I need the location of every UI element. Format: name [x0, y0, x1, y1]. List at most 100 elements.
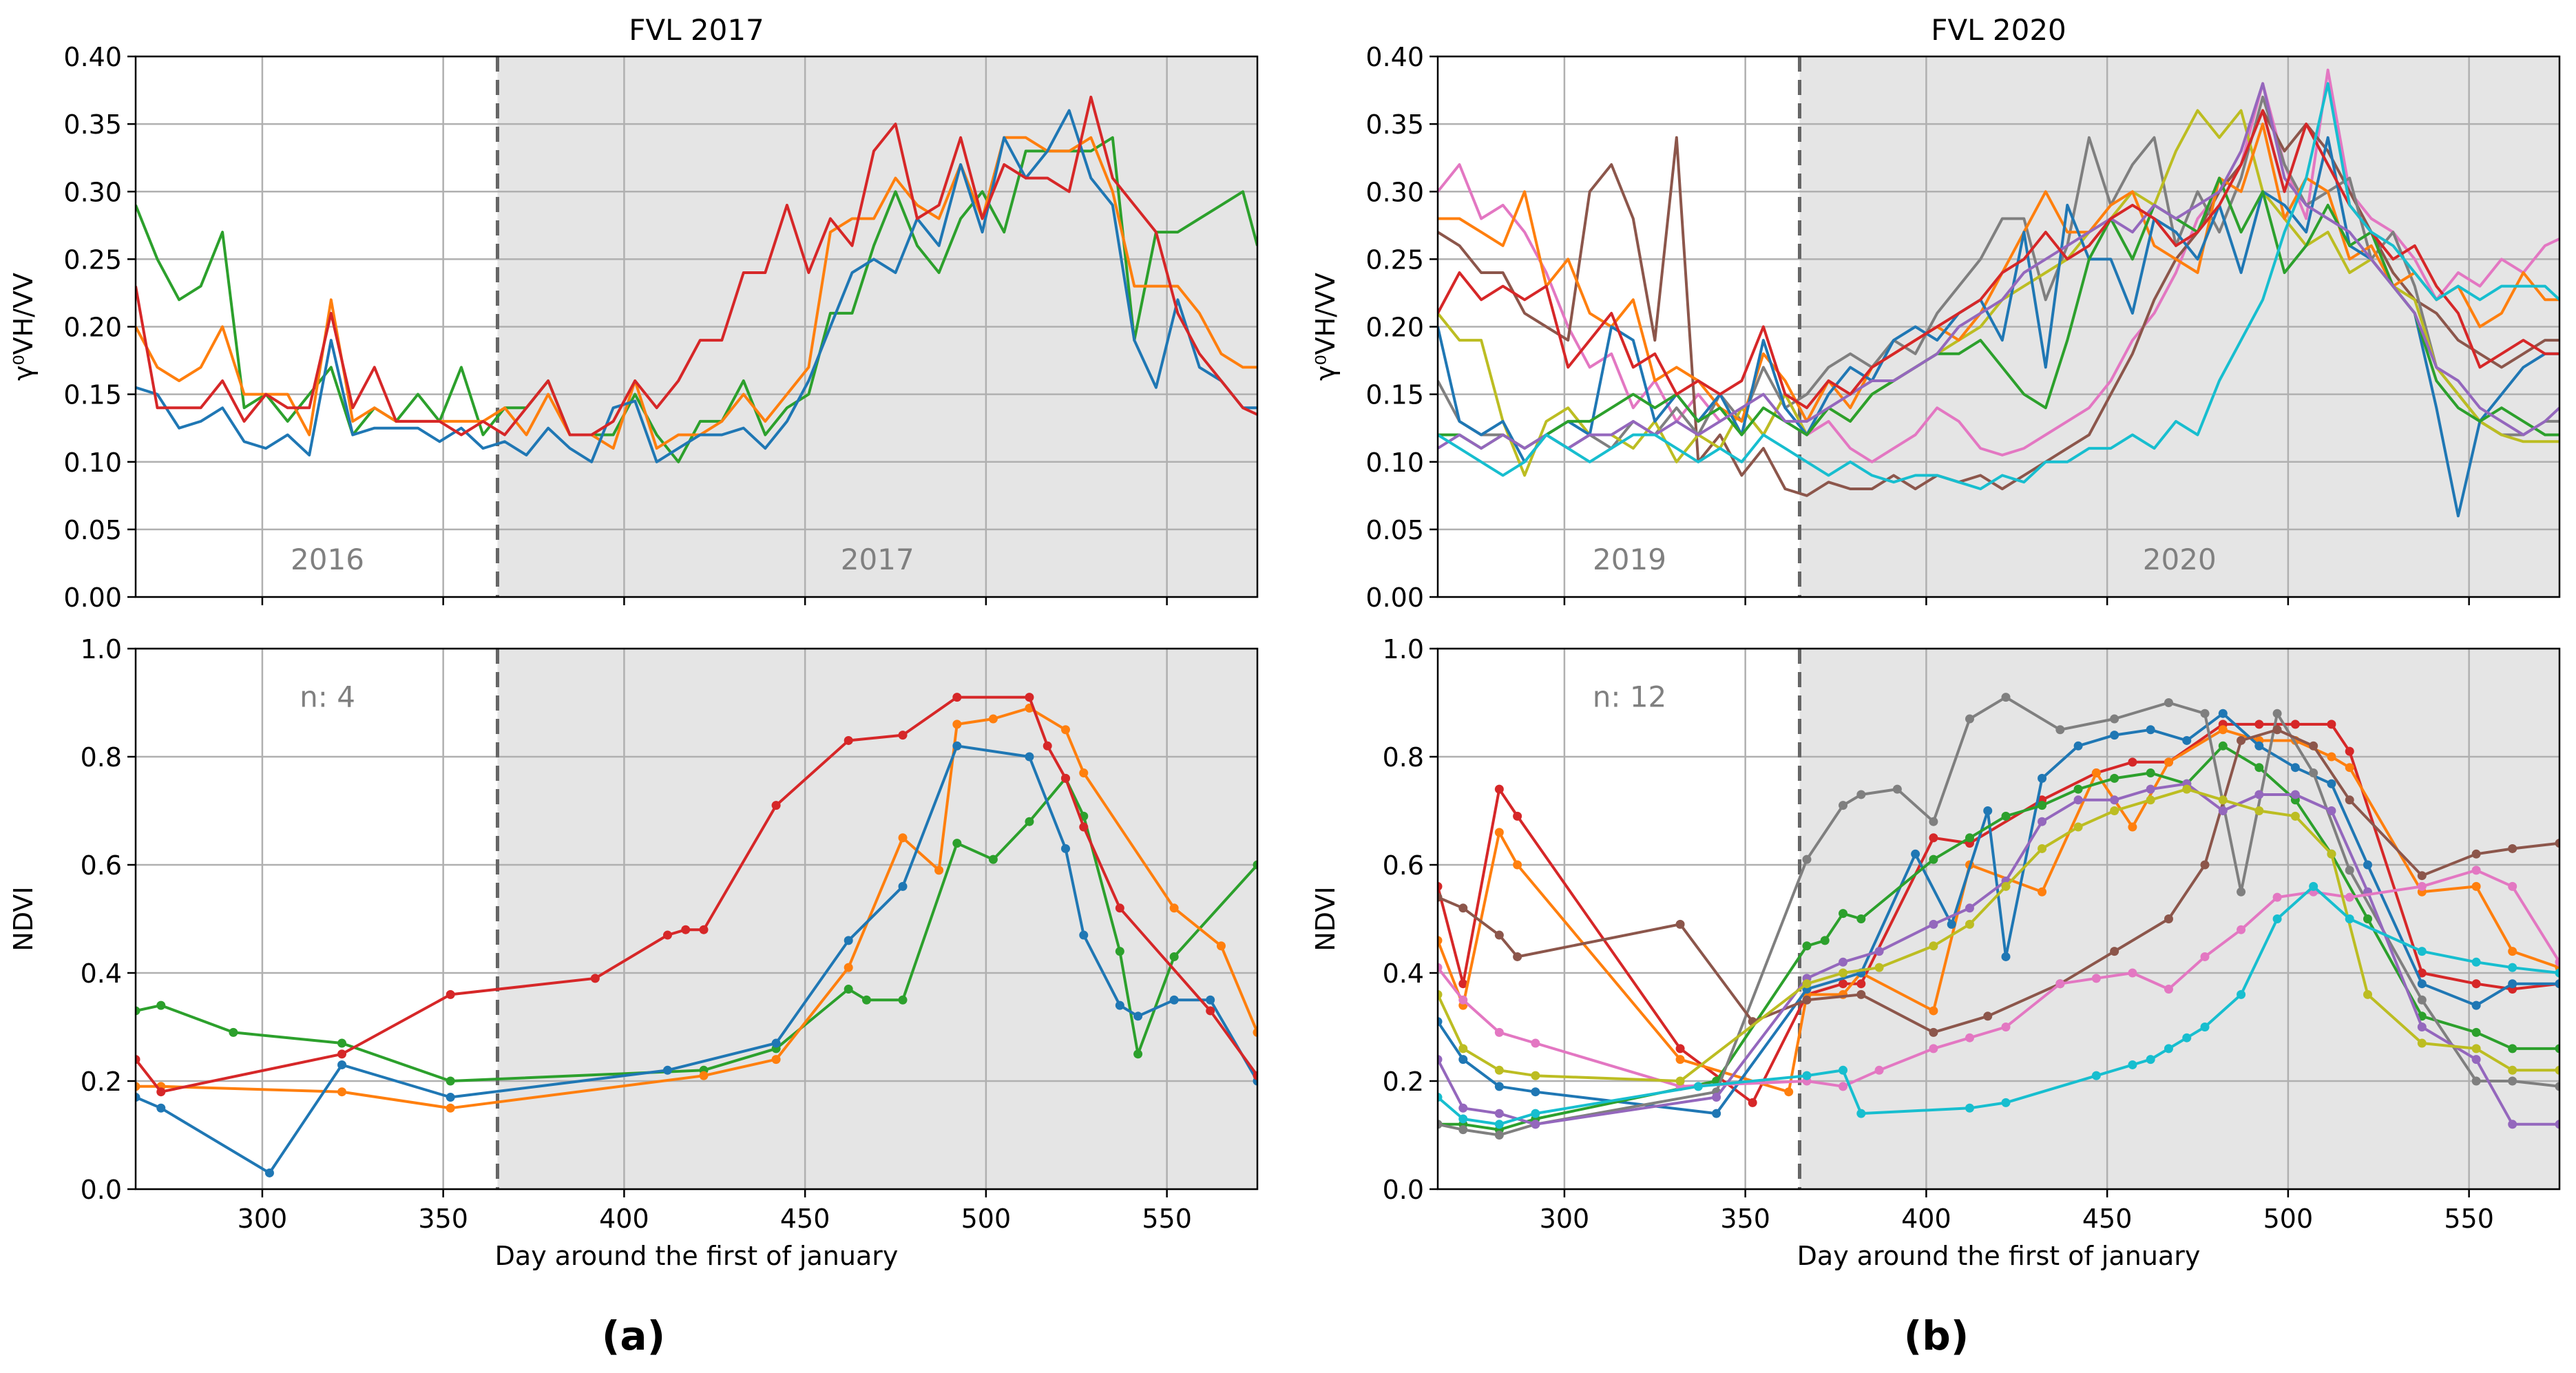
region-label-2020: 2020	[2143, 543, 2217, 576]
data-point-green	[1169, 952, 1179, 961]
data-point-orange	[1438, 936, 1443, 945]
data-point-red	[1748, 1098, 1757, 1107]
data-point-red	[1060, 773, 1070, 783]
data-point-blue	[771, 1038, 781, 1048]
y-axis-label: γ⁰VH/VV	[1310, 273, 1341, 381]
data-point-cyan	[1856, 1109, 1866, 1118]
data-point-gray	[1802, 855, 1812, 864]
panel-a_top: 2016 2017 0.00 0.05 0.10 0.15 0.20 0.25 0.30 0.35…	[8, 13, 1259, 613]
data-point-red	[1043, 741, 1052, 751]
data-point-green	[2254, 763, 2264, 773]
data-point-gray	[1892, 784, 1902, 794]
data-point-red	[1025, 693, 1034, 702]
data-point-red	[1675, 1044, 1685, 1054]
data-point-purple	[2327, 806, 2336, 815]
data-point-brown	[1458, 903, 1468, 913]
data-point-gray	[1965, 714, 1974, 724]
data-point-brown	[2237, 735, 2246, 745]
data-point-green	[1025, 817, 1034, 826]
data-point-blue	[1169, 995, 1179, 1005]
panel-a_bottom: n: 4 0.0 0.2 0.4 0.6 0.8 1.0 300 350 400 450 500 550…	[8, 634, 1259, 1271]
data-point-pink	[1438, 963, 1443, 972]
data-point-blue	[1911, 849, 1920, 859]
data-point-red	[898, 731, 908, 740]
y-tick-label: 0.40	[1365, 42, 1424, 72]
data-point-brown	[2272, 725, 2282, 735]
chart-title: FVL 2017	[629, 13, 764, 47]
data-point-red	[2417, 968, 2427, 978]
data-point-blue	[2508, 979, 2517, 989]
data-point-gray	[2309, 768, 2318, 778]
data-point-orange	[2471, 881, 2481, 891]
data-point-cyan	[1802, 1071, 1812, 1080]
data-point-blue	[1494, 1082, 1504, 1091]
y-tick-label: 0.2	[1383, 1067, 1424, 1097]
y-tick-label: 0.6	[1383, 850, 1424, 881]
data-point-purple	[1531, 1120, 1540, 1129]
data-point-pink	[2345, 892, 2354, 902]
subfigure-caption-a: (a)	[602, 1312, 665, 1359]
x-tick-label: 450	[2082, 1204, 2133, 1234]
data-point-brown	[2417, 871, 2427, 881]
data-point-red	[2290, 720, 2300, 729]
data-point-orange	[1675, 1055, 1685, 1065]
data-point-red	[681, 925, 691, 934]
series-line-gray	[1438, 695, 2559, 1137]
data-point-purple	[1494, 1109, 1504, 1118]
data-point-green	[844, 985, 853, 994]
data-point-blue	[446, 1093, 455, 1102]
data-point-green	[1839, 909, 1848, 919]
data-point-green	[2001, 811, 2011, 821]
data-point-olive	[2110, 806, 2119, 815]
data-point-olive	[2327, 849, 2336, 859]
y-axis-label: γ⁰VH/VV	[8, 273, 39, 381]
data-point-brown	[2309, 741, 2318, 751]
data-point-brown	[1438, 892, 1443, 902]
series-group	[136, 693, 1257, 1177]
data-point-red	[699, 925, 709, 934]
data-point-olive	[1458, 1044, 1468, 1054]
data-point-cyan	[1438, 1093, 1443, 1102]
data-point-cyan	[2272, 914, 2282, 923]
data-point-red	[1856, 979, 1866, 989]
data-point-orange	[2327, 752, 2336, 762]
data-point-olive	[1965, 919, 1974, 929]
data-point-purple	[2471, 1055, 2481, 1065]
data-point-blue	[156, 1103, 166, 1113]
data-point-blue	[662, 1065, 672, 1075]
data-point-green	[1820, 936, 1830, 945]
series-line-red	[1438, 109, 2559, 410]
y-tick-label: 0.25	[63, 244, 122, 275]
data-point-pink	[2091, 974, 2101, 983]
data-point-cyan	[2555, 968, 2559, 978]
series-line-brown	[1438, 728, 2559, 1034]
region-label-2019: 2019	[1593, 543, 1666, 576]
data-point-green	[1929, 855, 1938, 864]
data-point-green	[1253, 860, 1257, 870]
data-point-purple	[2290, 790, 2300, 799]
data-point-blue	[1025, 752, 1034, 762]
data-point-purple	[1929, 919, 1938, 929]
data-point-purple	[2073, 795, 2083, 805]
shaded-year-region	[497, 649, 1257, 1189]
data-point-orange	[988, 714, 998, 724]
x-axis-label: Day around the first of january	[495, 1241, 899, 1271]
data-point-brown	[1675, 919, 1685, 929]
x-tick-label: 350	[1720, 1204, 1770, 1234]
data-point-blue	[2001, 952, 2011, 961]
data-point-cyan	[1693, 1082, 1703, 1091]
data-point-cyan	[1458, 1114, 1468, 1124]
data-point-brown	[2471, 849, 2481, 859]
y-tick-label: 0.20	[1365, 313, 1424, 343]
data-point-green	[2218, 741, 2228, 751]
data-point-olive	[2508, 1065, 2517, 1075]
data-point-green	[1115, 947, 1124, 956]
data-point-brown	[1983, 1012, 1993, 1021]
data-point-brown	[1856, 989, 1866, 999]
data-point-cyan	[2200, 1023, 2210, 1031]
series-group	[1438, 68, 2559, 518]
data-point-green	[952, 839, 962, 848]
data-point-pink	[2508, 881, 2517, 891]
data-point-orange	[699, 1071, 709, 1080]
data-point-red	[1206, 1006, 1215, 1016]
